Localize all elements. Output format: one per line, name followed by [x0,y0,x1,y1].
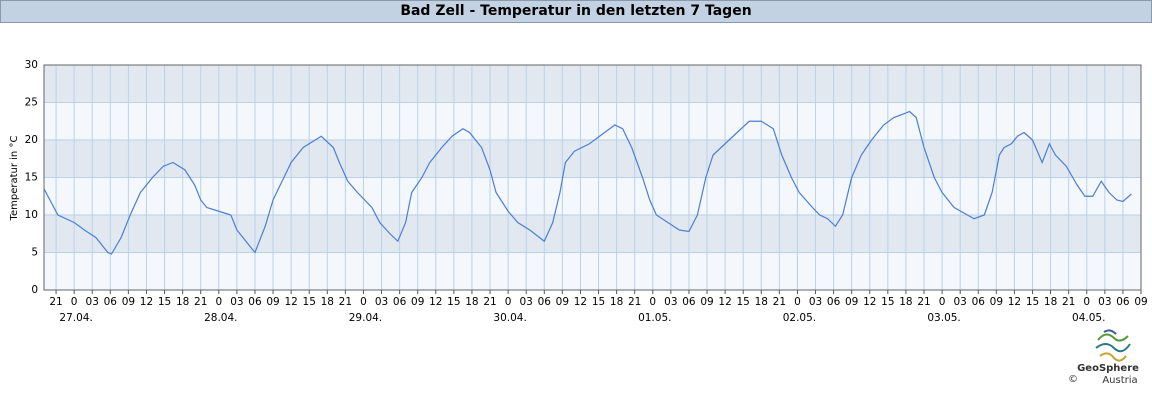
x-tick-label: 0 [1083,296,1090,308]
logo-sub: Austria [1102,375,1137,386]
x-tick-label: 03 [86,296,99,308]
date-label: 27.04. [59,312,92,324]
x-tick-label: 06 [248,296,262,308]
y-tick-label: 30 [25,59,38,71]
x-tick-label: 21 [483,296,496,308]
x-tick-label: 0 [794,296,801,308]
date-label: 29.04. [349,312,382,324]
x-tick-label: 15 [592,296,605,308]
x-tick-label: 09 [411,296,424,308]
plot-frame [43,64,1142,291]
y-tick-label: 15 [25,172,38,184]
x-tick-label: 09 [1134,296,1147,308]
title-bar: Bad Zell - Temperatur in den letzten 7 T… [0,0,1152,23]
y-tick-label: 10 [25,209,38,221]
x-tick-label: 21 [628,296,641,308]
x-tick-label: 18 [1044,296,1057,308]
date-label: 30.04. [493,312,526,324]
x-tick-label: 03 [1098,296,1111,308]
date-label: 03.05. [927,312,960,324]
y-tick-label: 5 [31,247,38,259]
date-label: 04.05. [1072,312,1105,324]
band [44,252,1141,290]
x-tick-label: 21 [917,296,930,308]
copyright: © [1068,374,1078,385]
x-tick-label: 21 [194,296,207,308]
temperature-line [43,110,1132,255]
x-tick-label: 21 [773,296,786,308]
x-tick-label: 12 [718,296,731,308]
x-tick-label: 12 [284,296,297,308]
x-tick-label: 06 [104,296,118,308]
y-axis-label: Temperatur in °C [9,136,20,222]
x-tick-label: 0 [505,296,512,308]
x-tick-label: 21 [49,296,62,308]
date-label: 28.04. [204,312,237,324]
x-tick-label: 09 [556,296,569,308]
x-tick-label: 18 [899,296,912,308]
x-tick-label: 06 [393,296,407,308]
x-tick-label: 12 [863,296,876,308]
x-tick-label: 06 [682,296,696,308]
x-tick-label: 21 [339,296,352,308]
x-tick-label: 0 [71,296,78,308]
x-tick-label: 12 [1008,296,1021,308]
band [44,140,1141,178]
x-tick-label: 0 [360,296,367,308]
x-tick-label: 06 [1116,296,1130,308]
x-tick-label: 03 [230,296,243,308]
x-tick-label: 18 [465,296,478,308]
date-label: 01.05. [638,312,671,324]
x-tick-label: 15 [1026,296,1039,308]
x-tick-label: 06 [538,296,552,308]
x-tick-label: 15 [303,296,316,308]
logo-name: GeoSphere [1077,363,1139,374]
date-label: 02.05. [783,312,816,324]
x-tick-label: 0 [215,296,222,308]
x-tick-label: 03 [520,296,533,308]
x-tick-label: 18 [610,296,623,308]
x-tick-label: 03 [809,296,822,308]
y-tick-label: 20 [25,134,38,146]
x-tick-label: 09 [266,296,279,308]
x-tick-label: 03 [664,296,677,308]
x-tick-label: 12 [140,296,153,308]
x-tick-label: 15 [447,296,460,308]
x-tick-label: 09 [990,296,1003,308]
x-tick-label: 21 [1062,296,1075,308]
band [44,102,1141,140]
x-tick-label: 18 [755,296,768,308]
x-tick-label: 06 [972,296,986,308]
x-tick-label: 12 [574,296,587,308]
x-tick-label: 0 [649,296,656,308]
band [44,215,1141,253]
x-tick-label: 15 [158,296,171,308]
y-tick-label: 0 [31,284,38,296]
x-tick-label: 15 [881,296,894,308]
band [44,65,1141,103]
y-tick-label: 25 [25,97,38,109]
x-tick-label: 06 [827,296,841,308]
x-tick-label: 09 [845,296,858,308]
x-tick-label: 15 [736,296,749,308]
x-tick-label: 03 [953,296,966,308]
x-tick-label: 0 [939,296,946,308]
band [44,177,1141,215]
x-tick-label: 18 [176,296,189,308]
x-tick-label: 12 [429,296,442,308]
x-tick-label: 18 [321,296,334,308]
logo-icon [1095,329,1131,362]
x-tick-label: 09 [700,296,713,308]
x-tick-label: 09 [122,296,135,308]
x-tick-label: 03 [375,296,388,308]
